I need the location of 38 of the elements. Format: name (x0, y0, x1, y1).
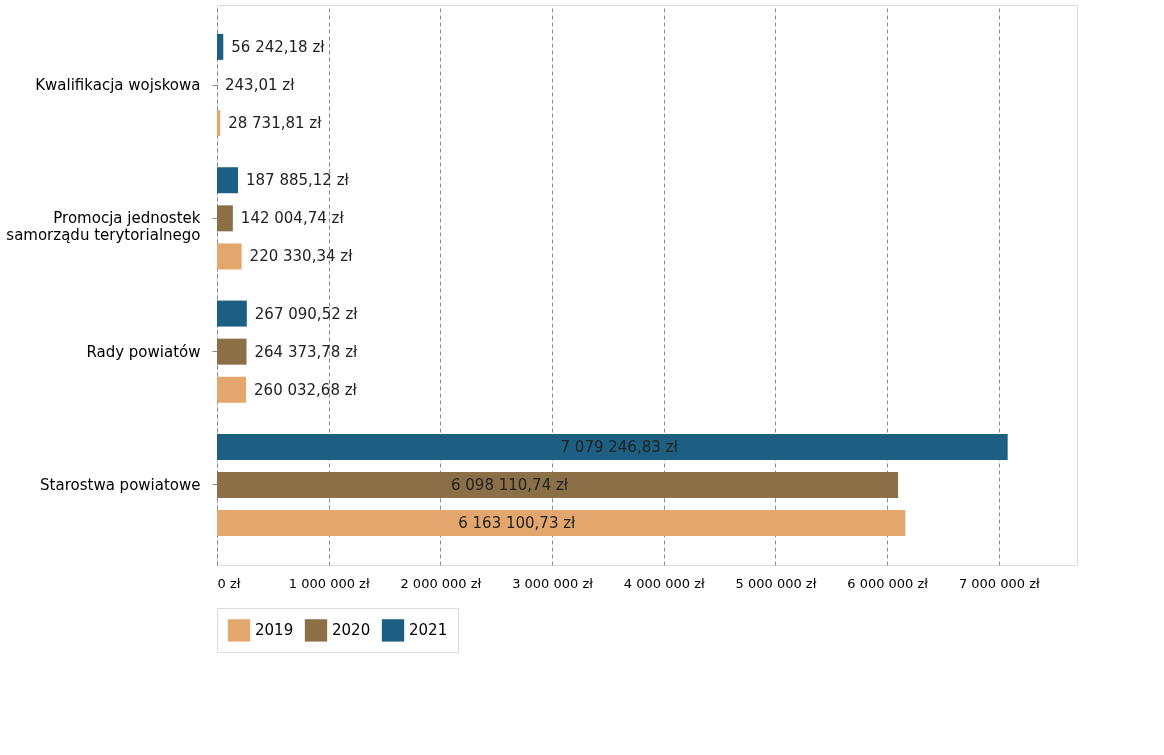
bar (217, 510, 906, 537)
bar (217, 472, 899, 498)
data-label: 243,01 zł (225, 76, 296, 94)
x-tick-label: 5 000 000 zł (735, 575, 817, 591)
bar (217, 110, 221, 137)
bar (217, 243, 242, 270)
data-label: 260 032,68 zł (254, 380, 358, 399)
data-label: 142 004,74 zł (240, 209, 345, 228)
bar (217, 300, 247, 327)
data-label: 7 079 246,83 zł (560, 437, 679, 456)
y-tick-label: Promocja jednostek samorządu terytorialnego (6, 209, 201, 245)
bar (217, 433, 1008, 460)
bar (217, 376, 247, 403)
data-label: 267 090,52 zł (254, 304, 359, 323)
data-label: 6 098 110,74 zł (450, 476, 569, 494)
bar (217, 33, 224, 60)
bar (217, 167, 238, 194)
data-label: 6 163 100,73 zł (458, 514, 577, 533)
legend-label: 2021 (409, 621, 448, 640)
legend-label: 2019 (255, 621, 294, 640)
bar (217, 205, 233, 232)
x-tick-label: 2 000 000 zł (400, 575, 482, 591)
x-tick-label: 7 000 000 zł (958, 575, 1041, 591)
x-tick-label: 1 000 000 zł (288, 575, 370, 591)
y-tick-label: Kwalifikacja wojskowa (35, 76, 201, 94)
y-tick-label: Starostwa powiatowe (40, 476, 201, 494)
data-label: 187 885,12 zł (245, 171, 350, 190)
legend-label: 2020 (332, 621, 371, 640)
x-tick-label: 3 000 000 zł (512, 575, 594, 591)
x-tick-label: 4 000 000 zł (623, 575, 705, 591)
x-tick-label: 0 zł (217, 575, 241, 591)
bar (217, 338, 247, 365)
data-label: 28 731,81 zł (228, 114, 323, 133)
data-label: 56 242,18 zł (231, 37, 326, 56)
data-label: 264 373,78 zł (254, 342, 359, 361)
data-label: 220 330,34 zł (249, 247, 354, 266)
y-tick-label: Rady powiatów (86, 342, 201, 361)
x-tick-label: 6 000 000 zł (847, 575, 929, 591)
